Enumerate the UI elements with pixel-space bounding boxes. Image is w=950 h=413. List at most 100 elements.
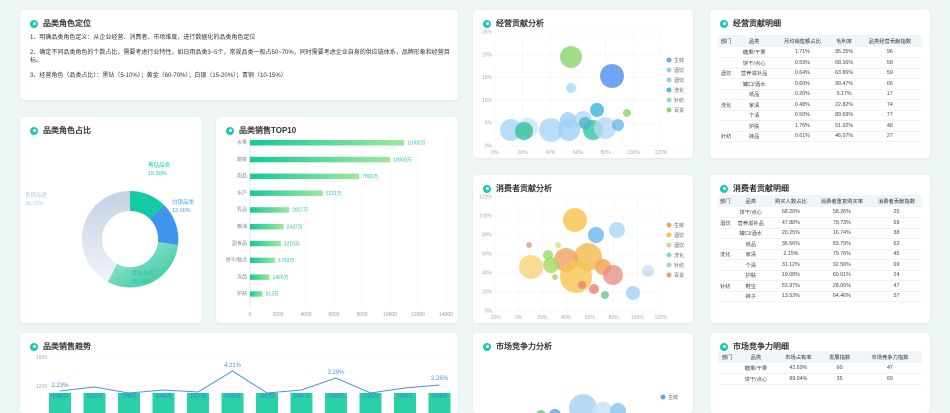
bar[interactable] [250,190,323,196]
bubble[interactable] [612,119,624,131]
column-header[interactable]: 发展指数 [821,351,858,363]
bubble[interactable] [552,274,558,280]
title-dot-icon [720,19,728,28]
bubble[interactable] [526,242,532,248]
bubble[interactable] [539,118,563,142]
table-row[interactable]: 针纺 鞋宝 53.97% 28.06% 47 [718,280,922,292]
bubble[interactable] [600,64,624,88]
column-header[interactable]: 部门 [718,195,733,207]
bubble[interactable] [601,291,609,299]
bar[interactable] [250,291,263,297]
bar[interactable] [250,156,390,163]
bubble[interactable] [642,265,654,277]
column-header[interactable]: 月均销售额占比 [774,35,831,47]
bubble[interactable] [609,222,625,238]
y-tick-label: 15% [482,75,493,81]
table-row[interactable]: 袜子 13.53% 64.46% 57 [718,291,922,302]
bubble[interactable] [626,286,640,300]
bubble[interactable] [578,281,586,289]
table-row[interactable]: 针纺 袜品 0.61% 46.07% 27 [718,131,922,142]
column-header[interactable]: 市场竞争力指数 [857,351,922,363]
table-row[interactable]: 纸品 36.56% 83.79% 63 [718,238,922,250]
y-tick-label: 1200 [36,384,47,390]
column-header[interactable]: 部门 [718,351,737,363]
trend-card: 品类销售趋势 1600 1200 1040万 1032万 1049万 1046万 1027万… [20,333,458,413]
bubble[interactable] [543,257,559,273]
title-dot-icon [226,126,234,135]
table-cell: 89.94% [775,373,822,385]
trend-line[interactable] [59,370,440,394]
table-row[interactable]: 饼干/点心 89.94% 35 69 [718,373,922,385]
table-row[interactable]: 糖果/干果 42.69% 60 47 [718,363,922,374]
y-tick-label: 20% [482,52,493,58]
slice-diamond[interactable] [130,190,164,219]
table-row[interactable]: 酒饮 营养滋补品 0.64% 63.86% 59 [718,68,922,79]
table-cell: 个清 [732,259,769,271]
bubble[interactable] [588,227,604,243]
bubble[interactable] [610,403,626,413]
column-header[interactable]: 消费者重复购买率 [812,195,871,207]
table-row[interactable]: 罐口/酒水 0.60% 99.47% 66 [718,78,922,90]
table-cell: 16.74% [812,228,871,239]
bubble[interactable] [589,284,599,294]
bubble[interactable] [603,265,623,285]
table-row[interactable]: 护肤 1.76% 51.92% 48 [718,120,922,132]
table-cell: 96 [857,47,922,58]
x-tick-label: 100% [627,150,640,156]
table-row[interactable]: 饼干/点心 68.20% 58.26% 25 [718,207,922,218]
slice-gold[interactable] [108,242,178,288]
column-header[interactable]: 市场占有率 [775,351,822,363]
table-row[interactable]: 护肤 19.08% 60.01% 24 [718,270,922,281]
column-header[interactable]: 购买人数占比 [769,195,813,207]
bubble[interactable] [594,117,616,139]
column-header[interactable]: 消费者贡献指数 [870,195,922,207]
table-cell: 58 [857,57,922,69]
bubble[interactable] [560,46,582,68]
bar[interactable] [250,140,404,146]
column-header[interactable]: 品类 [734,35,775,47]
table-row[interactable]: 酒饮 营养滋补品 47.88% 79.73% 69 [718,217,922,229]
bubble[interactable] [555,242,561,248]
table-cell: 38 [870,228,922,239]
label-bronze-pct: 38.00% [25,201,44,207]
table-cell: 92.56% [812,259,871,271]
table-row[interactable]: 罐口/酒水 20.25% 16.74% 38 [718,228,922,239]
bubble[interactable] [558,119,580,141]
bubble[interactable] [579,117,591,129]
bubble[interactable] [623,109,631,117]
table-row[interactable]: 饼干/点心 0.59% 68.16% 58 [718,57,922,69]
bubble[interactable] [590,103,604,117]
table-cell [718,270,733,281]
market-card: 市场竞争力分析 生鲜 [473,333,693,413]
bar[interactable] [250,240,281,247]
table-row[interactable]: 洗化 家清 0.48% 22.82% 74 [718,99,922,111]
column-header[interactable]: 品类经营贡献指数 [857,35,922,47]
table-row[interactable]: 糖果/干果 1.71% 95.25% 96 [718,47,922,58]
table-row[interactable]: 个清 31.12% 92.56% 69 [718,259,922,271]
bubble[interactable] [515,122,533,140]
column-header[interactable]: 部门 [718,35,735,47]
table-cell: 洗化 [718,249,733,260]
bubble[interactable] [519,255,543,279]
table-row[interactable]: 洗化 家清 2.15% 79.76% 45 [718,249,922,260]
bubble[interactable] [549,409,561,413]
label-gold-name: 黄金品类 [132,269,155,277]
table-cell: 22.82% [830,99,858,111]
bar[interactable] [250,173,360,180]
bubble[interactable] [563,208,587,232]
role-share-card: 品类角色占比 黑钻品类 15.00% 白银品类 12.00% 黄金品类 35.0… [20,117,202,323]
bar[interactable] [250,207,290,213]
bar[interactable] [250,257,276,264]
column-header[interactable]: 品类 [736,351,776,363]
table-row[interactable]: 纸品 0.20% 5.17% 17 [718,89,922,100]
slice-silver[interactable] [150,205,179,245]
bubble[interactable] [560,261,592,293]
bubble[interactable] [543,250,553,260]
table-row[interactable]: 个清 0.50% 89.69% 77 [718,110,922,121]
table-header-row: 部门 品类 月均销售额占比 毛利率 品类经营贡献指数 [718,35,922,47]
bar[interactable] [250,274,270,280]
column-header[interactable]: 毛利率 [830,35,858,47]
bubble[interactable] [566,83,576,93]
bar[interactable] [250,224,284,230]
column-header[interactable]: 品类 [732,195,769,207]
